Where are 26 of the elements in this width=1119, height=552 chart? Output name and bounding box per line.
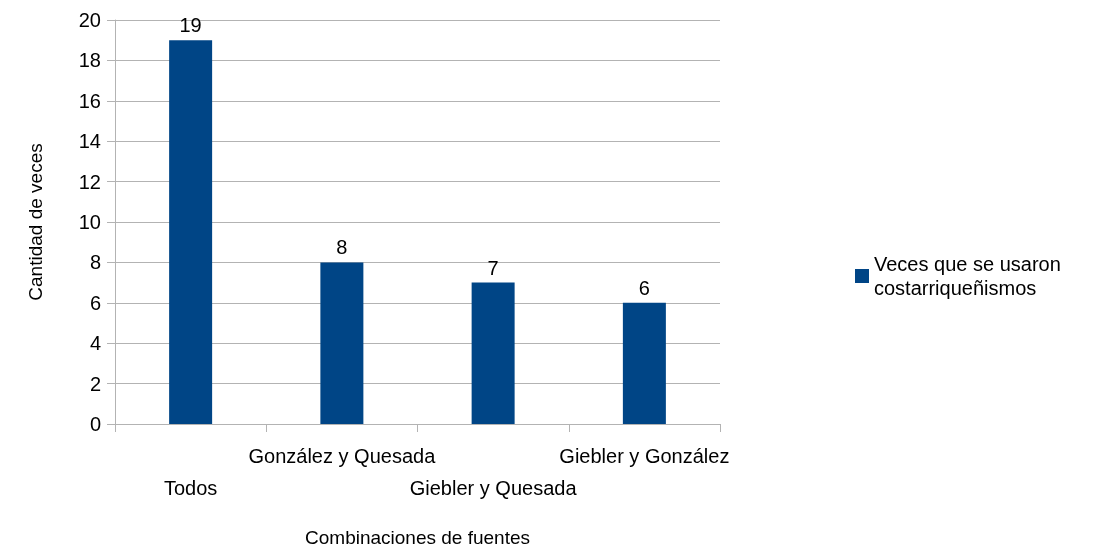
bar xyxy=(471,282,515,424)
y-tick-label: 8 xyxy=(89,251,101,274)
data-label: 19 xyxy=(179,14,202,37)
x-tick-label: González y Quesada xyxy=(248,445,437,467)
y-tick-label: 2 xyxy=(89,372,101,395)
x-axis-title: Combinaciones de fuentes xyxy=(305,527,530,548)
legend-label: Veces que se usaron costarriqueñismos xyxy=(874,253,1067,299)
bar xyxy=(169,40,213,424)
x-tick-label: Giebler y Quesada xyxy=(409,477,578,499)
y-tick-label: 16 xyxy=(78,89,101,112)
bar xyxy=(320,262,364,424)
data-label: 7 xyxy=(487,256,499,279)
y-tick-label: 12 xyxy=(78,170,101,193)
y-tick-label: 4 xyxy=(89,332,101,355)
data-label: 6 xyxy=(638,276,650,299)
data-label: 8 xyxy=(336,236,348,259)
y-tick-label: 20 xyxy=(78,9,101,31)
y-tick-label: 14 xyxy=(78,130,101,153)
y-tick-label: 10 xyxy=(78,211,101,233)
y-tick-label: 6 xyxy=(89,291,101,314)
bar xyxy=(622,302,666,424)
x-tick-label: Todos xyxy=(163,477,218,499)
x-tick-label: Giebler y González xyxy=(559,445,730,467)
y-tick-label: 18 xyxy=(78,49,101,72)
y-tick-label: 0 xyxy=(89,413,101,435)
y-axis-title: Cantidad de veces xyxy=(25,143,46,301)
